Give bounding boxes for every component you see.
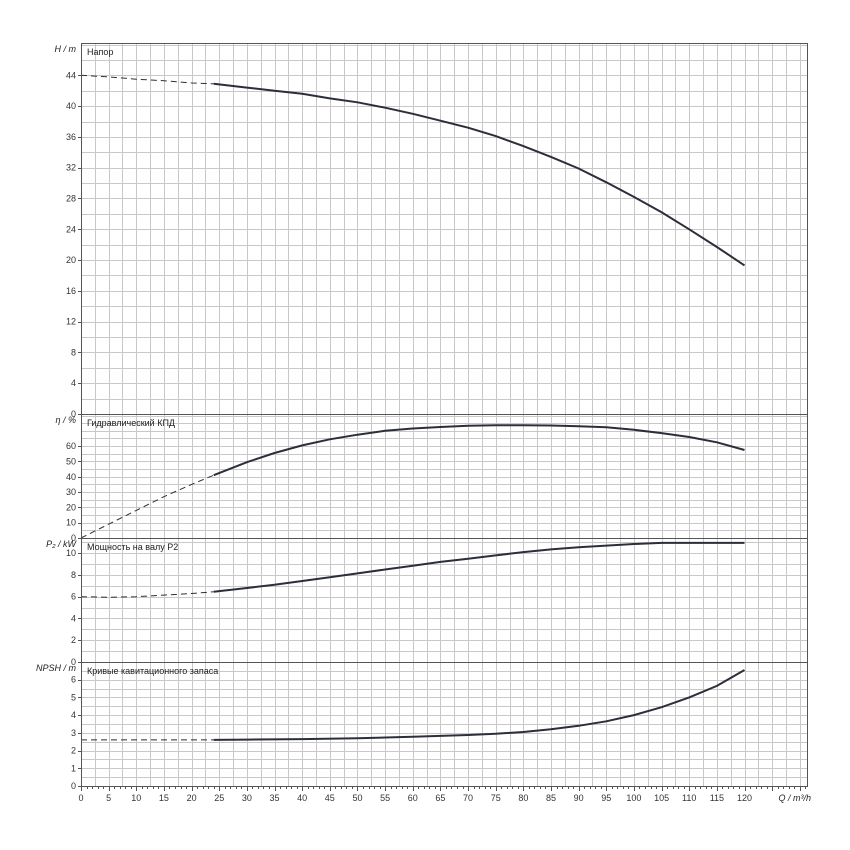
x-tick-label: 25: [214, 793, 224, 803]
y-axis-label-npsh: NPSH / m: [36, 663, 77, 673]
y-tick-label: 20: [66, 255, 76, 265]
x-tick-label: 90: [574, 793, 584, 803]
y-tick-label: 0: [71, 533, 76, 543]
y-tick-label: 60: [66, 441, 76, 451]
y-tick-label: 10: [66, 518, 76, 528]
y-axis-label-head: H / m: [55, 44, 77, 54]
x-tick-label: 120: [737, 793, 752, 803]
y-tick-label: 6: [71, 592, 76, 602]
y-tick-label: 8: [71, 570, 76, 580]
x-tick-label: 115: [710, 793, 724, 803]
x-tick-label: 50: [352, 793, 362, 803]
curve-layer: [80, 74, 746, 741]
x-tick-label: 110: [682, 793, 696, 803]
curve-solid-head: [213, 82, 746, 267]
x-tick-label: 75: [491, 793, 501, 803]
y-tick-label: 0: [71, 409, 76, 419]
panel-title-npsh: Кривые кавитационного запаса: [87, 666, 218, 676]
x-tick-label: 95: [601, 793, 611, 803]
x-tick-label: 60: [408, 793, 418, 803]
x-tick-label: 85: [546, 793, 556, 803]
y-axis-label-efficiency: η / %: [55, 415, 76, 425]
y-tick-label: 4: [71, 378, 76, 388]
y-tick-label: 0: [71, 657, 76, 667]
y-tick-label: 40: [66, 472, 76, 482]
y-tick-label: 32: [66, 163, 76, 173]
x-tick-label: 5: [106, 793, 111, 803]
y-tick-label: 6: [71, 675, 76, 685]
curve-solid-efficiency: [213, 424, 745, 477]
y-tick-label: 16: [66, 286, 76, 296]
curve-dashed-power: [80, 591, 214, 598]
y-tick-label: 28: [66, 193, 76, 203]
y-tick-label: 3: [71, 728, 76, 738]
x-tick-label: 100: [626, 793, 641, 803]
y-tick-label: 8: [71, 347, 76, 357]
x-tick-label: 55: [380, 793, 390, 803]
x-tick-label: 30: [242, 793, 252, 803]
y-tick-label: 36: [66, 132, 76, 142]
x-tick-label: 35: [270, 793, 280, 803]
x-tick-label: 80: [518, 793, 528, 803]
x-tick-label: 15: [159, 793, 169, 803]
frame-layer: [78, 43, 808, 791]
y-tick-label: 1: [71, 763, 76, 773]
x-tick-label: 105: [654, 793, 669, 803]
y-tick-label: 20: [66, 502, 76, 512]
curve-dashed-head: [80, 74, 214, 85]
curve-dashed-efficiency: [80, 474, 214, 539]
y-tick-label: 24: [66, 224, 76, 234]
y-axis-label-power: P₂ / kW: [46, 539, 77, 549]
curve-solid-power: [213, 541, 745, 593]
x-tick-label: 40: [297, 793, 307, 803]
y-tick-label: 5: [71, 692, 76, 702]
y-tick-label: 4: [71, 710, 76, 720]
plot-frame: [81, 43, 808, 787]
curve-solid-npsh: [213, 669, 745, 741]
y-tick-label: 2: [71, 635, 76, 645]
y-tick-label: 50: [66, 456, 76, 466]
panel-title-power: Мощность на валу P2: [87, 542, 178, 552]
y-tick-label: 10: [66, 548, 76, 558]
panel-title-head: Напор: [87, 47, 113, 57]
y-tick-label: 12: [66, 317, 76, 327]
x-tick-label: 20: [187, 793, 197, 803]
y-tick-label: 0: [71, 781, 76, 791]
y-tick-label: 2: [71, 746, 76, 756]
x-tick-label: 45: [325, 793, 335, 803]
x-axis-label: Q / m³/h: [778, 793, 811, 803]
x-tick-label: 0: [78, 793, 83, 803]
x-tick-label: 70: [463, 793, 473, 803]
panel-title-efficiency: Гидравлический КПД: [87, 418, 175, 428]
y-tick-label: 30: [66, 487, 76, 497]
y-tick-label: 40: [66, 101, 76, 111]
y-tick-label: 44: [66, 70, 76, 80]
y-tick-label: 4: [71, 613, 76, 623]
x-tick-label: 10: [131, 793, 141, 803]
x-tick-label: 65: [435, 793, 445, 803]
